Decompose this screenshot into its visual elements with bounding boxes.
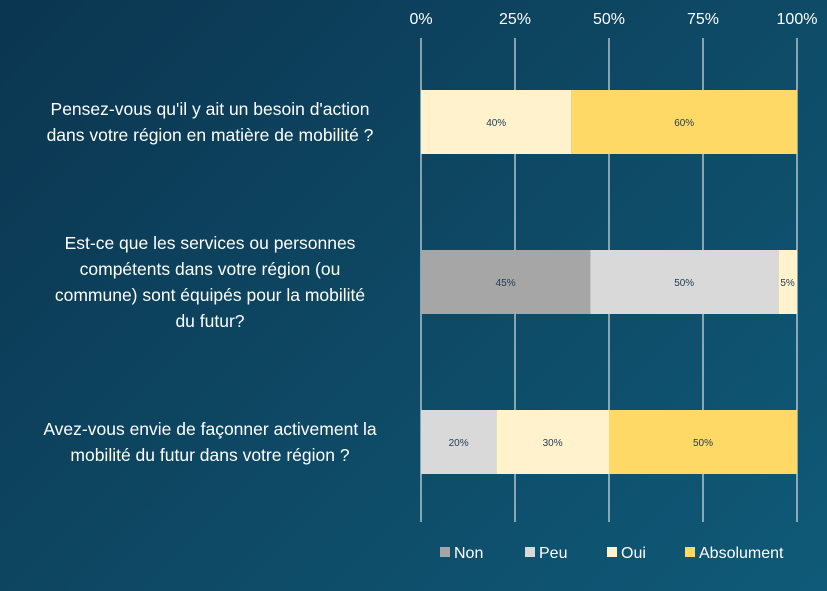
data-label: 50% bbox=[674, 278, 694, 289]
category-label: du futur? bbox=[175, 311, 244, 331]
legend-label: Peu bbox=[539, 545, 567, 562]
bar-segment bbox=[590, 250, 779, 314]
data-label: 30% bbox=[543, 438, 563, 449]
bar-segment bbox=[609, 410, 797, 474]
category-labels: Pensez-vous qu'il y ait un besoin d'acti… bbox=[43, 99, 377, 465]
category-label: mobilité du futur dans votre région ? bbox=[70, 445, 349, 465]
bar-segment bbox=[778, 250, 797, 314]
legend-swatch bbox=[607, 547, 617, 557]
bar-segment bbox=[421, 410, 497, 474]
legend-swatch bbox=[440, 547, 450, 557]
category-label: Pensez-vous qu'il y ait un besoin d'acti… bbox=[51, 99, 370, 119]
bar-segment bbox=[421, 250, 591, 314]
x-tick-label: 50% bbox=[593, 11, 625, 28]
category-label: dans votre région en matière de mobilité… bbox=[47, 125, 374, 145]
category-label: compétents dans votre région (ou bbox=[80, 259, 341, 279]
category-label: Avez-vous envie de façonner activement l… bbox=[43, 419, 377, 439]
legend-label: Absolument bbox=[699, 545, 784, 562]
x-tick-label: 0% bbox=[409, 11, 432, 28]
x-axis-ticks: 0% 25% 50% 75% 100% bbox=[409, 11, 817, 28]
x-tick-label: 75% bbox=[687, 11, 719, 28]
legend-label: Oui bbox=[621, 545, 646, 562]
legend: Non Peu Oui Absolument bbox=[440, 545, 784, 562]
x-tick-label: 25% bbox=[499, 11, 531, 28]
category-label: commune) sont équipés pour la mobilité bbox=[55, 285, 365, 305]
data-label: 45% bbox=[496, 278, 516, 289]
x-tick-label: 100% bbox=[777, 11, 818, 28]
category-label: Est-ce que les services ou personnes bbox=[65, 233, 356, 253]
bars: 40% 60% 45% 50% 5% 20% 30% 50% bbox=[421, 90, 797, 474]
legend-label: Non bbox=[454, 545, 483, 562]
bar-segment bbox=[496, 410, 609, 474]
data-label: 40% bbox=[486, 118, 506, 129]
bar-segment bbox=[571, 90, 797, 154]
legend-swatch bbox=[525, 547, 535, 557]
data-label: 5% bbox=[780, 278, 795, 289]
data-label: 50% bbox=[693, 438, 713, 449]
data-label: 20% bbox=[449, 438, 469, 449]
legend-swatch bbox=[685, 547, 695, 557]
bar-segment bbox=[421, 90, 572, 154]
data-label: 60% bbox=[674, 118, 694, 129]
